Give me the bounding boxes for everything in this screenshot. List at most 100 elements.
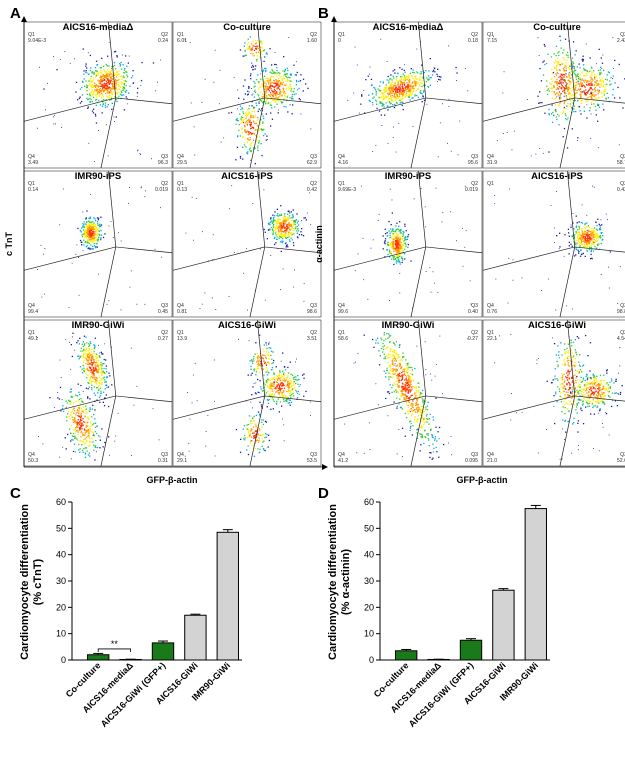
event-dot <box>283 222 285 225</box>
event-dot <box>272 385 274 387</box>
event-dot <box>286 96 288 98</box>
event-dot <box>603 90 605 92</box>
event-dot <box>279 219 281 221</box>
event-dot <box>561 112 564 114</box>
event-dot <box>397 98 399 100</box>
event-dot <box>129 286 131 288</box>
event-dot <box>601 92 603 94</box>
event-dot <box>92 239 94 241</box>
event-dot <box>399 99 401 102</box>
event-dot <box>89 230 91 232</box>
event-dot <box>378 110 381 112</box>
event-dot <box>91 431 94 433</box>
event-dot <box>404 77 406 79</box>
event-dot <box>212 234 214 236</box>
event-dot <box>412 78 414 80</box>
event-dot <box>100 234 102 236</box>
event-dot <box>75 427 77 429</box>
event-dot <box>78 391 80 393</box>
event-dot <box>396 89 398 91</box>
event-dot <box>100 78 102 80</box>
event-dot <box>389 93 391 95</box>
event-dot <box>272 221 274 223</box>
event-dot <box>266 88 269 90</box>
event-dot <box>109 454 110 456</box>
event-dot <box>82 406 85 408</box>
event-dot <box>101 73 103 75</box>
event-dot <box>258 83 260 85</box>
event-dot <box>369 73 370 75</box>
event-dot <box>86 353 88 356</box>
event-dot <box>95 85 97 87</box>
event-dot <box>513 130 515 132</box>
event-dot <box>588 248 591 251</box>
event-dot <box>385 86 387 89</box>
event-dot <box>267 77 269 80</box>
event-dot <box>92 223 94 225</box>
event-dot <box>90 238 93 241</box>
event-dot <box>270 93 272 96</box>
event-dot <box>268 439 270 442</box>
event-dot <box>96 380 98 382</box>
event-dot <box>272 351 274 353</box>
event-dot <box>568 93 571 95</box>
event-dot <box>97 239 99 241</box>
event-dot <box>270 381 272 384</box>
event-dot <box>267 391 269 393</box>
event-dot <box>280 226 283 229</box>
event-dot <box>375 100 378 102</box>
event-dot <box>98 217 100 219</box>
event-dot <box>248 108 250 110</box>
event-dot <box>80 436 82 438</box>
event-dot <box>554 81 556 83</box>
event-dot <box>456 72 458 74</box>
event-dot <box>85 408 87 410</box>
event-dot <box>281 405 283 407</box>
event-dot <box>272 95 274 97</box>
event-dot <box>569 73 571 75</box>
event-dot <box>284 380 286 383</box>
event-dot <box>104 441 106 444</box>
event-dot <box>412 307 413 309</box>
event-dot <box>96 425 98 427</box>
event-dot <box>542 61 544 63</box>
event-dot <box>306 212 308 214</box>
event-dot <box>399 84 401 86</box>
event-dot <box>365 79 367 81</box>
event-dot <box>591 93 593 96</box>
event-dot <box>89 97 91 100</box>
event-dot <box>273 88 275 90</box>
event-dot <box>86 412 88 414</box>
event-dot <box>553 114 555 116</box>
event-dot <box>284 242 287 245</box>
event-dot <box>89 224 92 226</box>
event-dot <box>600 232 602 234</box>
event-dot <box>394 90 397 92</box>
event-dot <box>261 50 264 52</box>
event-dot <box>506 132 508 133</box>
event-dot <box>92 76 94 79</box>
event-dot <box>393 263 395 266</box>
event-dot <box>256 436 258 438</box>
event-dot <box>263 93 265 96</box>
quadrant-name: Q4 <box>28 452 35 458</box>
event-dot <box>284 92 287 95</box>
event-dot <box>120 240 122 242</box>
event-dot <box>278 234 280 236</box>
event-dot <box>569 96 571 98</box>
event-dot <box>90 371 92 373</box>
event-dot <box>400 243 402 246</box>
event-dot <box>586 117 588 119</box>
event-dot <box>270 350 273 352</box>
event-dot <box>589 57 591 59</box>
event-dot <box>69 341 70 343</box>
event-dot <box>403 240 405 242</box>
event-dot <box>422 95 424 97</box>
event-dot <box>82 341 84 343</box>
event-dot <box>384 89 386 92</box>
event-dot <box>248 415 251 417</box>
event-dot <box>252 203 254 204</box>
event-dot <box>101 382 103 384</box>
event-dot <box>432 70 434 73</box>
event-dot <box>272 220 274 222</box>
